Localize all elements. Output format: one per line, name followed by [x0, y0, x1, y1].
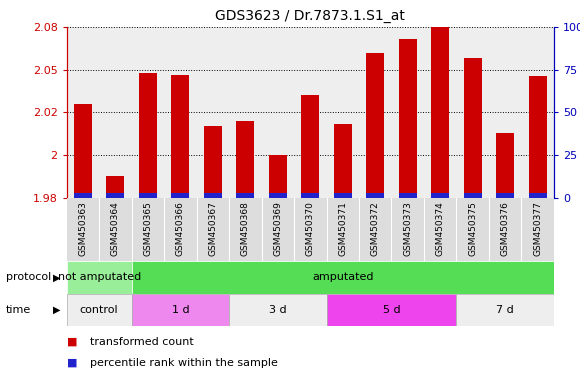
Bar — [237, 194, 254, 198]
Bar — [74, 104, 92, 198]
Text: amputated: amputated — [312, 272, 374, 283]
Bar — [529, 76, 546, 198]
Title: GDS3623 / Dr.7873.1.S1_at: GDS3623 / Dr.7873.1.S1_at — [215, 9, 405, 23]
Bar — [107, 194, 124, 198]
Bar — [529, 194, 546, 198]
Text: 1 d: 1 d — [172, 305, 189, 315]
Bar — [464, 194, 481, 198]
Bar — [464, 58, 481, 198]
Text: GSM450372: GSM450372 — [371, 201, 380, 256]
Text: ■: ■ — [67, 337, 77, 347]
Bar — [496, 194, 514, 198]
Bar — [107, 175, 124, 198]
Bar — [334, 124, 351, 198]
Text: 5 d: 5 d — [383, 305, 400, 315]
Bar — [269, 194, 287, 198]
Text: GSM450376: GSM450376 — [501, 201, 510, 256]
Text: control: control — [80, 305, 118, 315]
Bar — [432, 194, 449, 198]
Text: GSM450377: GSM450377 — [533, 201, 542, 256]
Text: GSM450365: GSM450365 — [143, 201, 153, 256]
Text: GSM450375: GSM450375 — [468, 201, 477, 256]
Bar — [204, 194, 222, 198]
Bar — [399, 39, 416, 198]
Text: ▶: ▶ — [53, 272, 61, 283]
Text: ■: ■ — [67, 358, 77, 368]
Text: GSM450363: GSM450363 — [78, 201, 88, 256]
Text: protocol: protocol — [6, 272, 51, 283]
Bar — [367, 194, 384, 198]
Bar — [172, 194, 189, 198]
Bar — [302, 95, 319, 198]
Bar — [496, 133, 514, 198]
Bar — [67, 294, 132, 326]
Bar — [67, 261, 132, 294]
Bar — [334, 194, 351, 198]
Text: GSM450367: GSM450367 — [208, 201, 218, 256]
Text: GSM450370: GSM450370 — [306, 201, 315, 256]
Text: GSM450364: GSM450364 — [111, 201, 120, 256]
Text: 3 d: 3 d — [269, 305, 287, 315]
Text: GSM450374: GSM450374 — [436, 201, 445, 256]
Text: percentile rank within the sample: percentile rank within the sample — [90, 358, 278, 368]
Bar — [139, 194, 157, 198]
Text: GSM450366: GSM450366 — [176, 201, 185, 256]
Bar — [132, 261, 554, 294]
Bar — [237, 121, 254, 198]
Bar — [229, 294, 327, 326]
Bar — [399, 194, 416, 198]
Bar — [269, 155, 287, 198]
Text: GSM450369: GSM450369 — [273, 201, 282, 256]
Text: transformed count: transformed count — [90, 337, 194, 347]
Text: 7 d: 7 d — [496, 305, 514, 315]
Text: GSM450371: GSM450371 — [338, 201, 347, 256]
Bar — [132, 294, 229, 326]
Bar — [172, 75, 189, 198]
Text: GSM450373: GSM450373 — [403, 201, 412, 256]
Bar — [327, 294, 456, 326]
Bar — [432, 27, 449, 198]
Bar — [367, 53, 384, 198]
Bar — [204, 126, 222, 198]
Text: not amputated: not amputated — [57, 272, 141, 283]
Text: GSM450368: GSM450368 — [241, 201, 250, 256]
Text: ▶: ▶ — [53, 305, 61, 315]
Bar — [302, 194, 319, 198]
Text: time: time — [6, 305, 31, 315]
Bar — [456, 294, 554, 326]
Bar — [74, 194, 92, 198]
Bar — [139, 73, 157, 198]
